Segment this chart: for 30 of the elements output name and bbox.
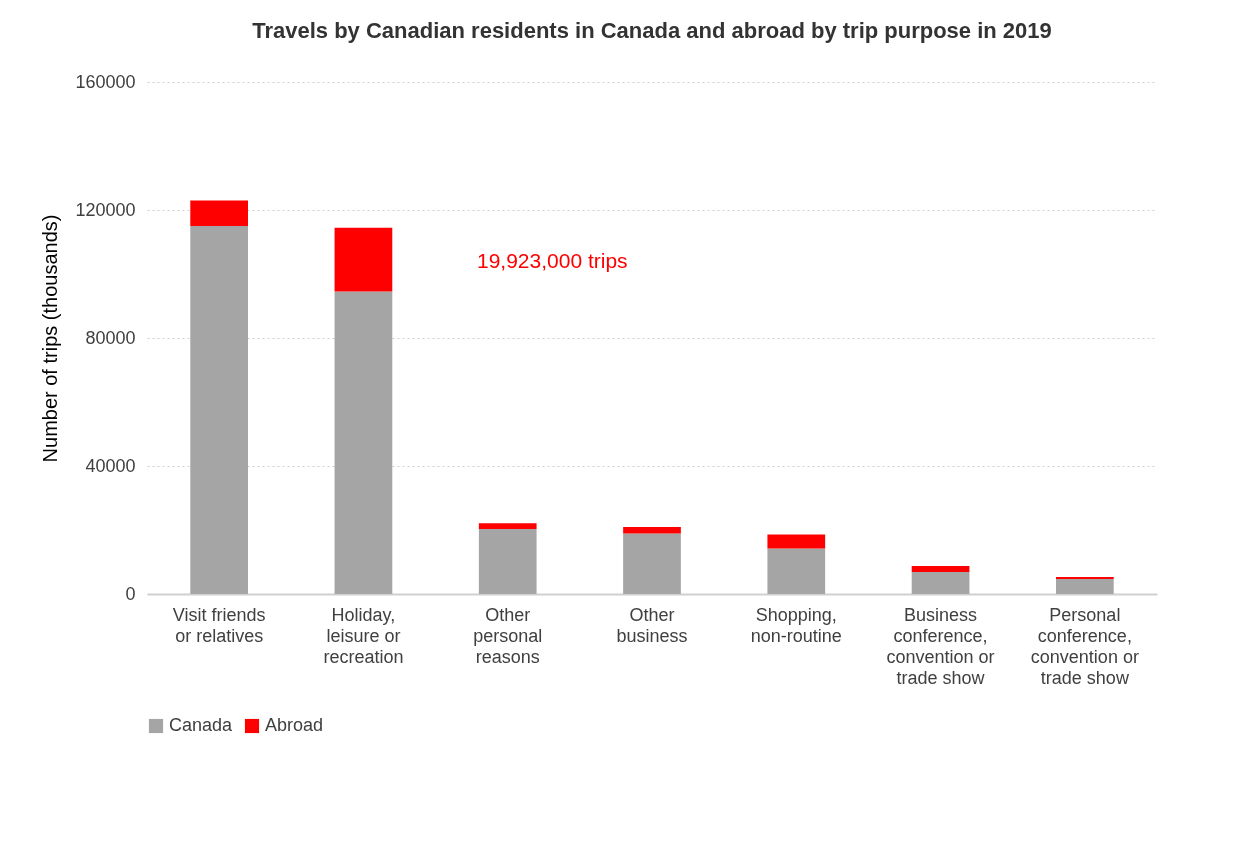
y-tick-label: 0 [125, 583, 136, 604]
y-tick-label: 160000 [75, 71, 136, 92]
legend-label: Canada [169, 715, 234, 735]
bar [478, 529, 537, 594]
bar [190, 226, 248, 594]
y-tick-label: 120000 [75, 199, 136, 220]
x-tick-label: Other business [616, 604, 688, 646]
bar [334, 227, 393, 292]
bar [911, 566, 970, 572]
x-tick-label: Shopping, non-routine [750, 604, 842, 646]
bar [623, 527, 681, 534]
bar [1056, 578, 1114, 594]
x-tick-label: Business conference, convention or trade show [886, 604, 995, 688]
bar [767, 534, 826, 549]
annotation: 19,923,000 trips [477, 249, 628, 272]
legend-label: Abroad [265, 715, 324, 735]
y-tick-label: 40000 [85, 455, 136, 476]
x-tick-label: Other personal reasons [473, 604, 543, 667]
bar [478, 523, 537, 530]
bar [911, 571, 970, 594]
bar [767, 548, 826, 594]
x-tick-label: Personal conference, convention or trade show [1030, 604, 1139, 688]
bar [334, 291, 393, 594]
x-tick-label: Visit friends or relatives [172, 604, 266, 646]
x-tick-label: Holiday, leisure or recreation [323, 604, 404, 667]
bar [623, 533, 681, 594]
y-tick-label: 80000 [85, 327, 136, 348]
y-axis-title: Number of trips (thousands) [39, 214, 62, 463]
chart-title: Travels by Canadian residents in Canada and abroad by trip purpose in 2019 [252, 18, 1052, 43]
bar [190, 200, 248, 226]
